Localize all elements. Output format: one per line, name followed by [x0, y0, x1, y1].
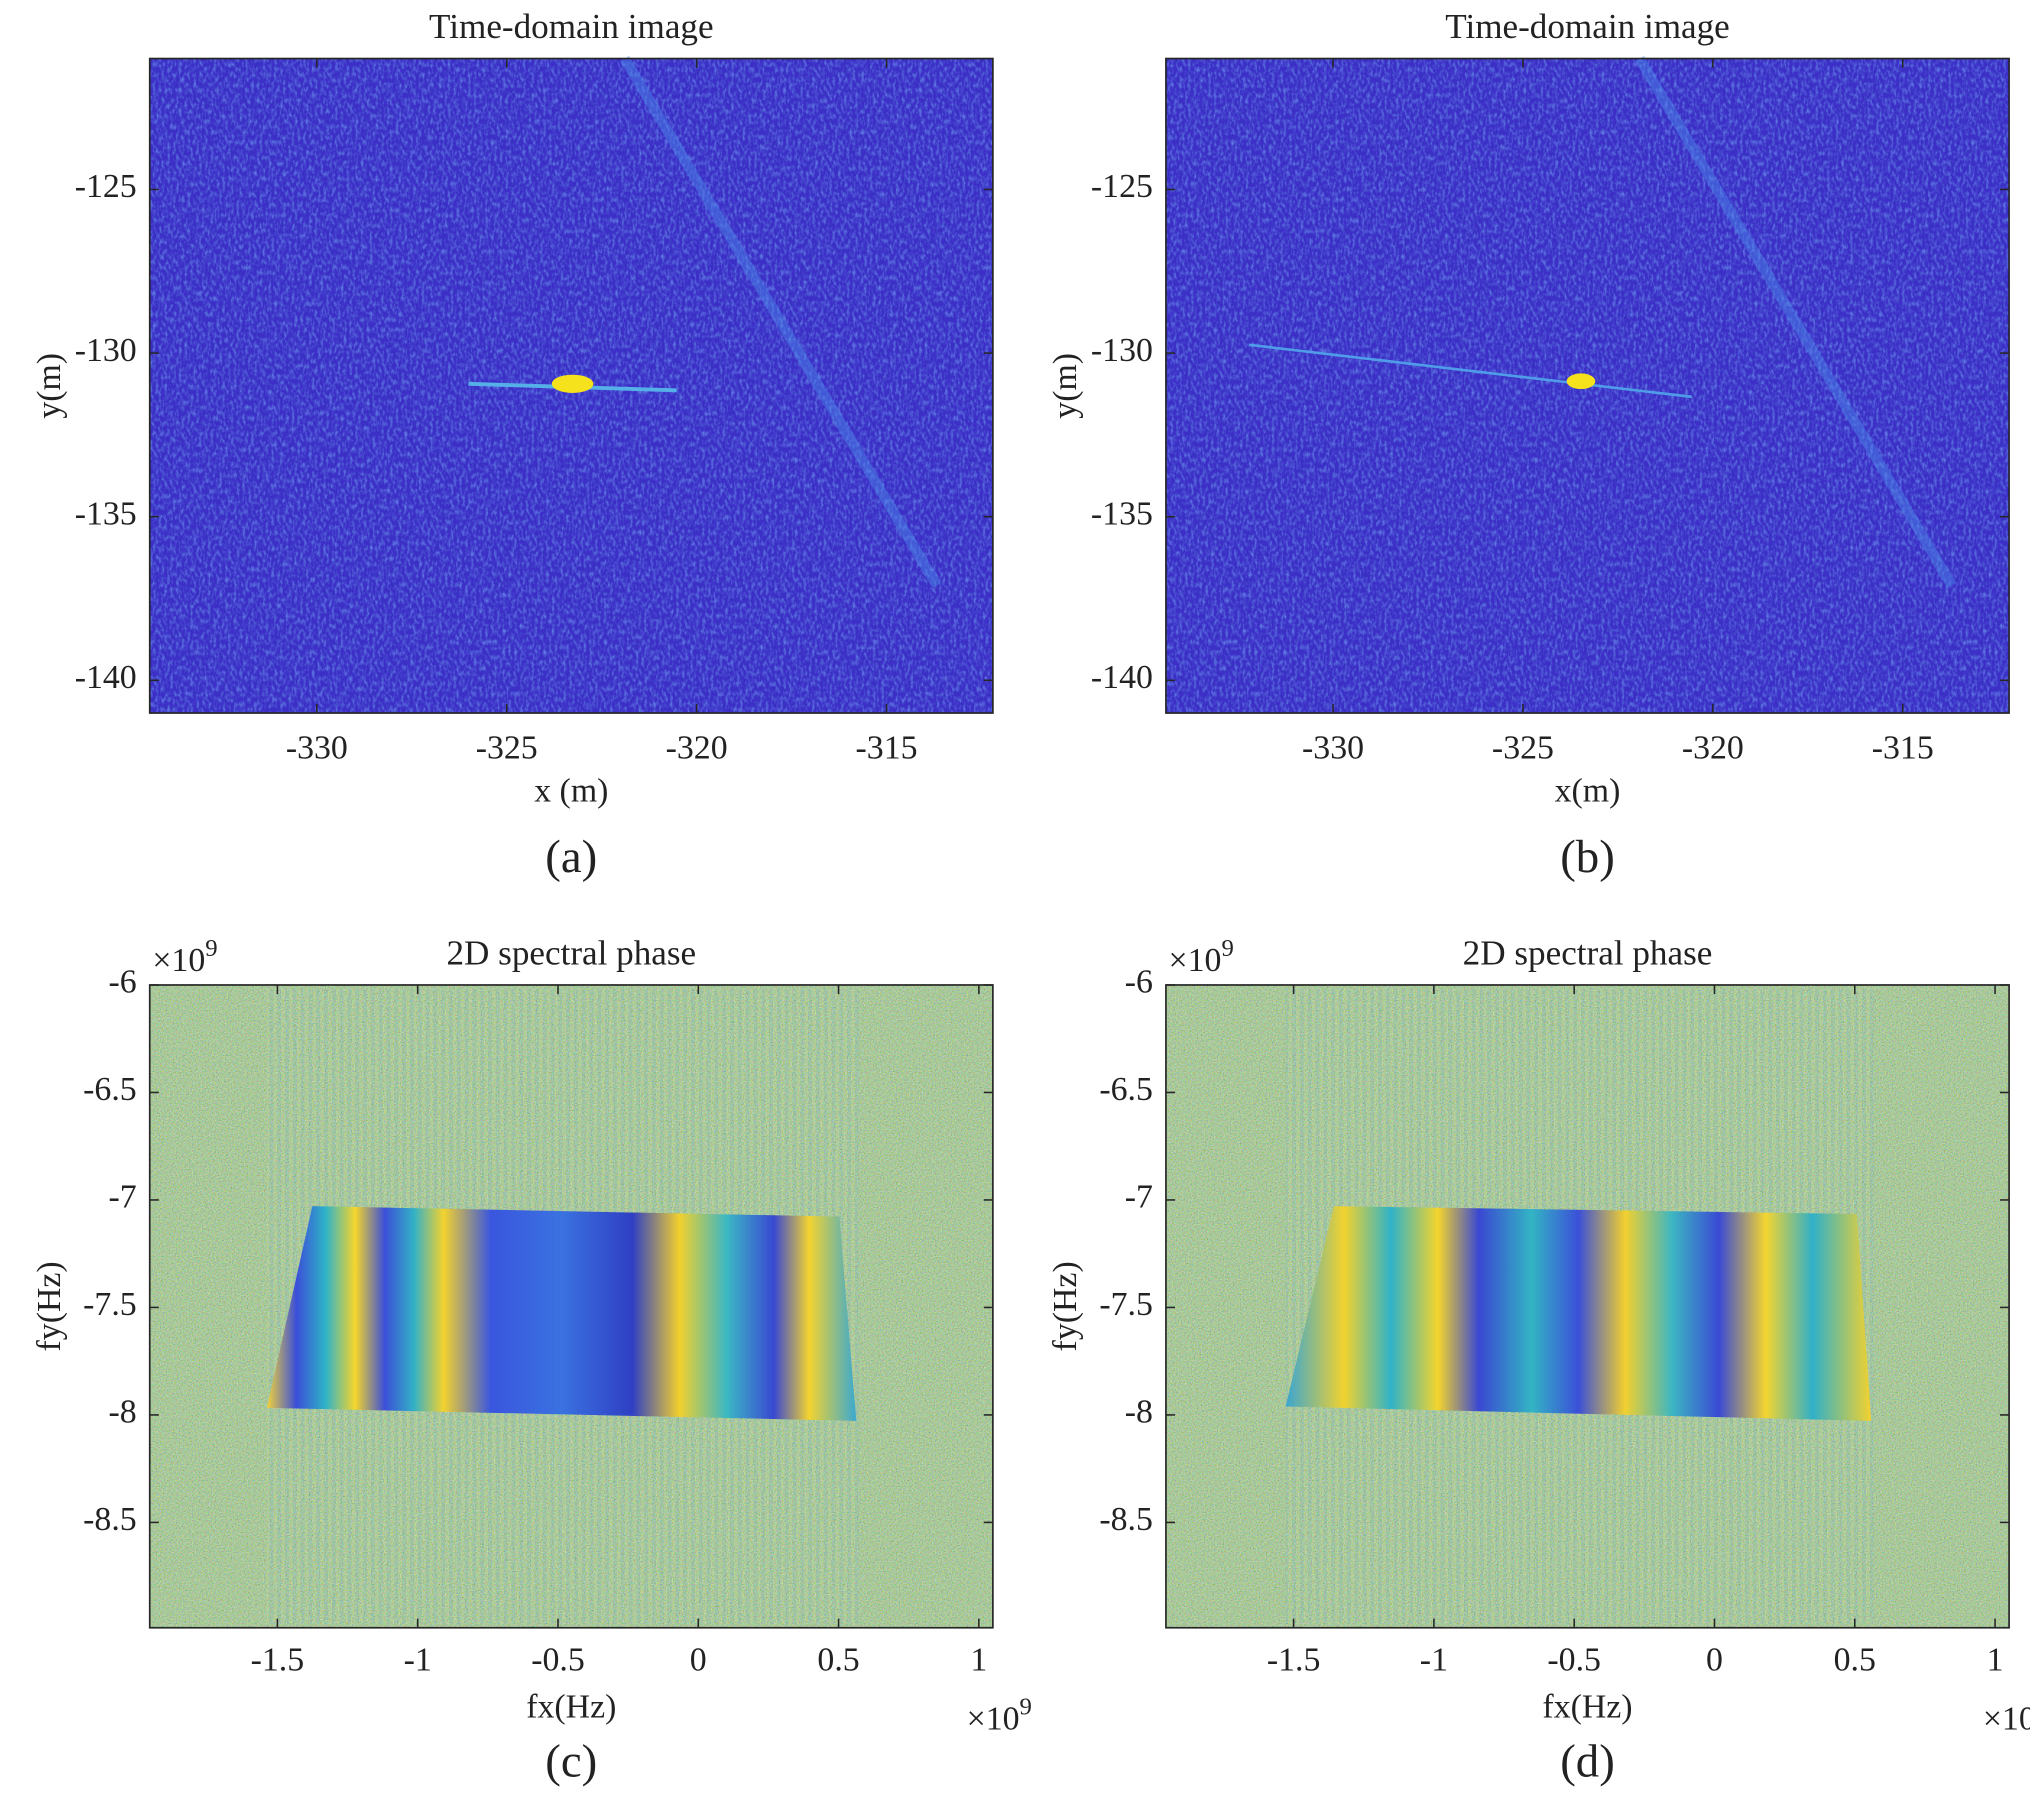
exponent-base: ×10 [1983, 1700, 2030, 1737]
x-tick-label: -1 [1420, 1642, 1448, 1679]
y-tick-label: -140 [75, 659, 137, 696]
y-tick-label: -135 [1091, 495, 1153, 532]
image-b [1165, 55, 2010, 714]
exponent-base: ×10 [152, 942, 205, 979]
x-tick-label: -330 [1302, 730, 1364, 767]
x-axis-label: x (m) [534, 772, 608, 809]
y-tick-label: -6.5 [83, 1071, 137, 1108]
image-a [149, 55, 993, 714]
exponent-base: ×10 [967, 1700, 1020, 1737]
x-axis-label: fx(Hz) [526, 1688, 616, 1725]
x-tick-label: 0.5 [1834, 1642, 1876, 1679]
y-tick-label: -130 [75, 332, 137, 369]
x-axis-label: fx(Hz) [1542, 1688, 1632, 1725]
x-tick-label: -330 [286, 730, 348, 767]
image-c [149, 984, 993, 1628]
panel-caption: (a) [545, 831, 597, 883]
x-tick-label: 0.5 [817, 1642, 859, 1679]
y-tick-label: -6 [109, 964, 137, 1001]
y-tick-label: -7 [1125, 1179, 1153, 1216]
chart-title: Time-domain image [1445, 7, 1730, 46]
y-tick-label: -130 [1091, 332, 1153, 369]
y-axis-label: y(m) [31, 353, 68, 419]
x-tick-label: 1 [1987, 1642, 2004, 1679]
exponent-power: 9 [205, 935, 217, 962]
y-tick-label: -7 [109, 1179, 137, 1216]
x-tick-label: -0.5 [531, 1642, 585, 1679]
y-axis-label: fy(Hz) [31, 1261, 68, 1351]
x-tick-label: -315 [1872, 730, 1934, 767]
exponent-power: 9 [1020, 1693, 1032, 1720]
plot-frame [148, 984, 994, 1629]
x-tick-label: -325 [1492, 730, 1554, 767]
chart-title: 2D spectral phase [446, 933, 696, 972]
x-tick-label: 1 [970, 1642, 987, 1679]
x-tick-label: 0 [1706, 1642, 1723, 1679]
chart-title: Time-domain image [429, 7, 714, 46]
x-tick-label: -315 [856, 730, 918, 767]
axis-exponent: ×109 [967, 1693, 1032, 1737]
panel-caption: (d) [1560, 1735, 1615, 1787]
x-tick-label: -1.5 [1267, 1642, 1321, 1679]
exponent-base: ×10 [1169, 942, 1222, 979]
y-tick-label: -135 [75, 495, 137, 532]
x-tick-label: -1 [404, 1642, 432, 1679]
x-tick-label: -320 [666, 730, 728, 767]
y-tick-label: -6 [1125, 964, 1153, 1001]
y-tick-label: -125 [1091, 168, 1153, 205]
plot-frame [1165, 984, 2010, 1629]
axis-exponent: ×109 [1169, 935, 1234, 979]
y-tick-label: -8 [109, 1394, 137, 1431]
x-tick-label: -320 [1682, 730, 1744, 767]
axis-exponent: ×109 [152, 935, 217, 979]
image-d [1165, 984, 2010, 1628]
y-tick-label: -8.5 [83, 1501, 137, 1538]
y-tick-label: -7.5 [1099, 1286, 1153, 1323]
y-tick-label: -125 [75, 168, 137, 205]
y-tick-label: -8.5 [1099, 1501, 1153, 1538]
x-tick-label: 0 [690, 1642, 707, 1679]
chart-title: 2D spectral phase [1463, 933, 1713, 972]
y-tick-label: -8 [1125, 1394, 1153, 1431]
x-tick-label: -1.5 [251, 1642, 305, 1679]
x-tick-label: -0.5 [1547, 1642, 1601, 1679]
plot-frame [148, 57, 994, 714]
y-tick-label: -6.5 [1099, 1071, 1153, 1108]
plot-frame [1165, 57, 2010, 714]
y-axis-label: y(m) [1047, 353, 1084, 419]
y-tick-label: -7.5 [83, 1286, 137, 1323]
x-tick-label: -325 [476, 730, 538, 767]
y-axis-label: fy(Hz) [1047, 1261, 1084, 1351]
panel-caption: (c) [545, 1735, 597, 1787]
panel-caption: (b) [1560, 831, 1615, 883]
y-tick-label: -140 [1091, 659, 1153, 696]
x-axis-label: x(m) [1555, 772, 1621, 809]
exponent-power: 9 [1221, 935, 1233, 962]
axis-exponent: ×109 [1983, 1693, 2030, 1737]
